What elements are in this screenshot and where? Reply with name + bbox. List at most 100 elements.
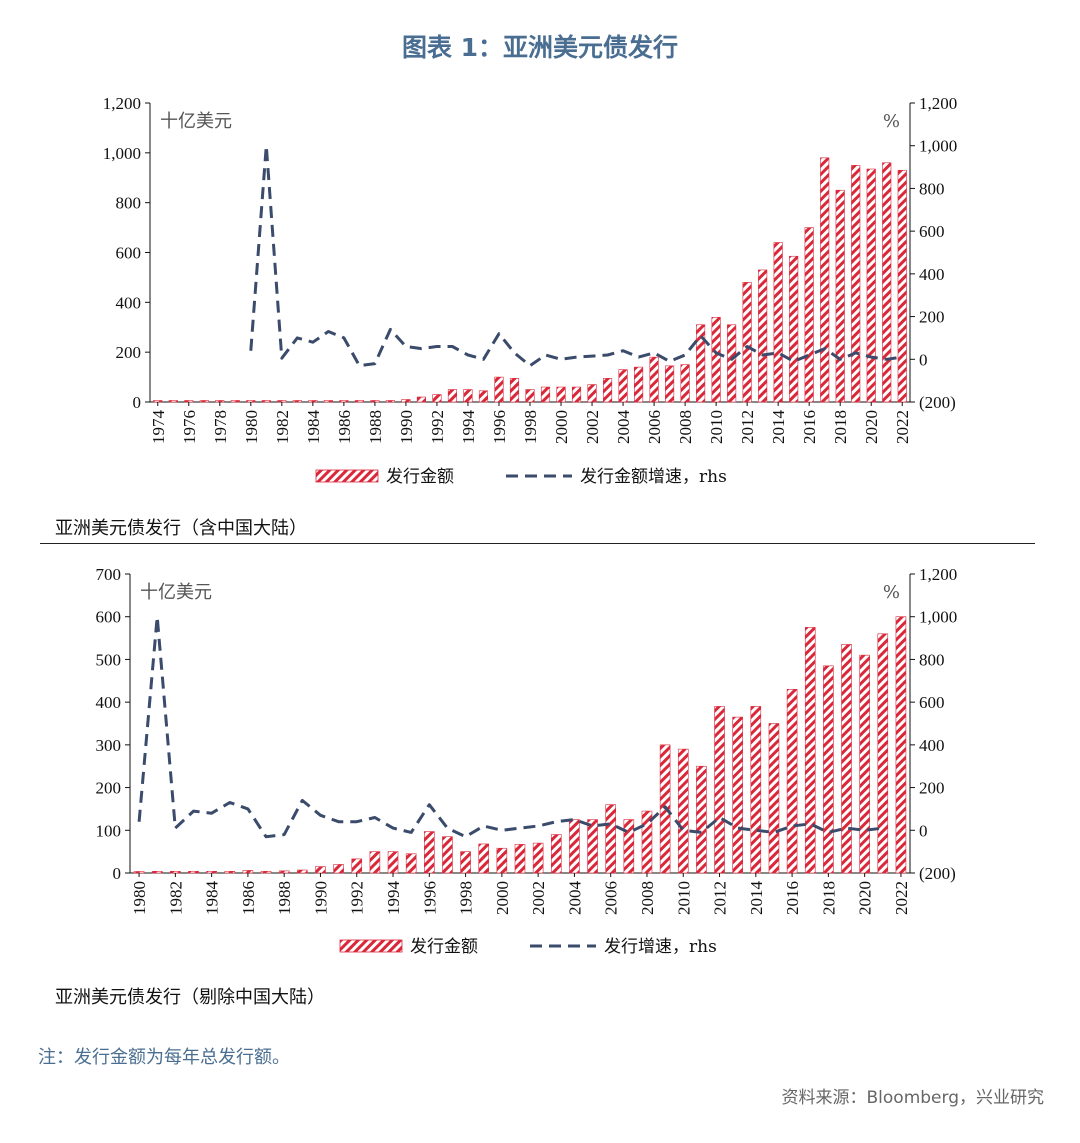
left-tick-label: 500 xyxy=(96,650,122,669)
bar-2009 xyxy=(696,324,706,403)
bar-2011 xyxy=(727,324,737,403)
right-tick-label: 800 xyxy=(919,650,945,669)
bar-1996 xyxy=(424,831,435,874)
left-tick-label: 200 xyxy=(96,779,122,798)
legend-bar-label: 发行金额 xyxy=(410,937,478,957)
bar-2019 xyxy=(841,644,852,874)
bar-1977 xyxy=(199,400,209,403)
bar-2014 xyxy=(773,242,783,403)
left-tick-label: 100 xyxy=(96,821,122,840)
bar-1981 xyxy=(261,400,271,403)
left-tick-label: 800 xyxy=(116,194,142,213)
x-tick-label: 1992 xyxy=(428,410,447,444)
right-tick-label: 400 xyxy=(919,265,945,284)
bar-2017 xyxy=(804,627,816,874)
bar-1987 xyxy=(260,870,272,874)
x-tick-label: 1994 xyxy=(459,410,478,445)
chart-1-caption: 亚洲美元债发行（含中国大陆） xyxy=(55,518,307,539)
bar-2007 xyxy=(623,819,635,874)
bar-1999 xyxy=(540,386,551,403)
bar-1998 xyxy=(460,851,471,874)
bar-2000 xyxy=(556,386,566,403)
legend-bar-swatch xyxy=(315,469,379,483)
chart-2-caption: 亚洲美元债发行（剔除中国大陆） xyxy=(55,987,325,1008)
bar-1982 xyxy=(170,870,181,874)
bar-1976 xyxy=(184,400,194,403)
x-tick-label: 1994 xyxy=(384,881,403,916)
bar-1986 xyxy=(242,870,254,874)
x-tick-label: 1976 xyxy=(180,410,199,444)
page-title: 图表 1：亚洲美元债发行 xyxy=(401,33,679,62)
bar-2002 xyxy=(587,384,597,403)
bar-2006 xyxy=(605,804,616,874)
x-tick-label: 2014 xyxy=(769,410,788,445)
x-tick-label: 1992 xyxy=(348,881,367,915)
x-tick-label: 1998 xyxy=(521,410,540,444)
left-tick-label: 0 xyxy=(113,864,122,883)
x-tick-label: 1984 xyxy=(203,881,222,916)
right-tick-label: 200 xyxy=(919,779,945,798)
right-unit-label: % xyxy=(883,111,900,132)
legend-bar-label: 发行金额 xyxy=(386,467,454,487)
bar-1974 xyxy=(153,400,163,403)
bar-2018 xyxy=(823,665,834,874)
bar-2017 xyxy=(820,157,830,403)
chart-excluding-china: 0 100 200 300 400 500 600 700 (200) 0 200 400 600 800… xyxy=(96,565,958,957)
legend-line-label: 发行金额增速，rhs xyxy=(580,467,727,487)
x-tick-label: 1974 xyxy=(149,410,168,445)
growth-line xyxy=(137,615,883,839)
x-tick-label: 2020 xyxy=(862,410,881,444)
x-tick-label: 1984 xyxy=(304,410,323,445)
x-tick-label: 2016 xyxy=(800,410,819,444)
right-tick-label: 0 xyxy=(919,821,928,840)
bar-2007 xyxy=(665,365,675,403)
x-tick-label: 2016 xyxy=(783,881,802,915)
bar-1990 xyxy=(315,866,326,874)
bar-1992 xyxy=(432,394,442,403)
bar-2006 xyxy=(649,356,659,403)
bar-1987 xyxy=(354,400,364,403)
bar-2010 xyxy=(711,316,721,403)
bar-1997 xyxy=(509,378,520,403)
legend-line-label: 发行增速，rhs xyxy=(604,937,717,957)
bar-1988 xyxy=(278,870,290,874)
x-tick-label: 2010 xyxy=(674,881,693,915)
bar-1986 xyxy=(339,400,349,403)
right-tick-label: 600 xyxy=(919,693,945,712)
left-tick-label: 0 xyxy=(133,393,142,412)
bar-1983 xyxy=(292,400,302,403)
bar-2015 xyxy=(789,255,799,403)
x-tick-label: 2008 xyxy=(638,881,657,915)
x-tick-label: 1980 xyxy=(242,410,261,444)
x-tick-label: 1988 xyxy=(275,881,294,915)
x-tick-label: 2012 xyxy=(738,410,757,444)
bar-1985 xyxy=(323,400,333,403)
bar-2021 xyxy=(877,633,889,874)
x-tick-label: 2000 xyxy=(493,881,512,915)
bar-2014 xyxy=(750,706,762,874)
bar-2022 xyxy=(895,616,907,874)
bar-1989 xyxy=(385,400,395,403)
bar-2005 xyxy=(634,366,644,403)
x-tick-label: 1996 xyxy=(490,410,509,444)
bar-1994 xyxy=(387,851,399,874)
left-unit-label: 十亿美元 xyxy=(140,582,212,603)
bar-1980 xyxy=(246,400,256,403)
left-unit-label: 十亿美元 xyxy=(160,111,232,132)
left-tick-label: 700 xyxy=(96,565,122,584)
right-tick-label: 1,000 xyxy=(919,137,957,156)
bar-1992 xyxy=(351,858,363,874)
right-tick-label: 400 xyxy=(919,736,945,755)
x-tick-label: 2018 xyxy=(831,410,850,444)
left-tick-label: 300 xyxy=(96,736,122,755)
bar-2010 xyxy=(677,748,689,874)
left-tick-label: 200 xyxy=(116,343,142,362)
bar-2020 xyxy=(866,168,876,403)
footnote: 注：发行金额为每年总发行额。 xyxy=(38,1047,290,1068)
right-tick-label: (200) xyxy=(919,864,956,883)
bar-2011 xyxy=(696,765,707,874)
x-tick-label: 2010 xyxy=(707,410,726,444)
x-tick-label: 2018 xyxy=(819,881,838,915)
bar-2004 xyxy=(569,819,580,874)
x-tick-label: 1988 xyxy=(366,410,385,444)
